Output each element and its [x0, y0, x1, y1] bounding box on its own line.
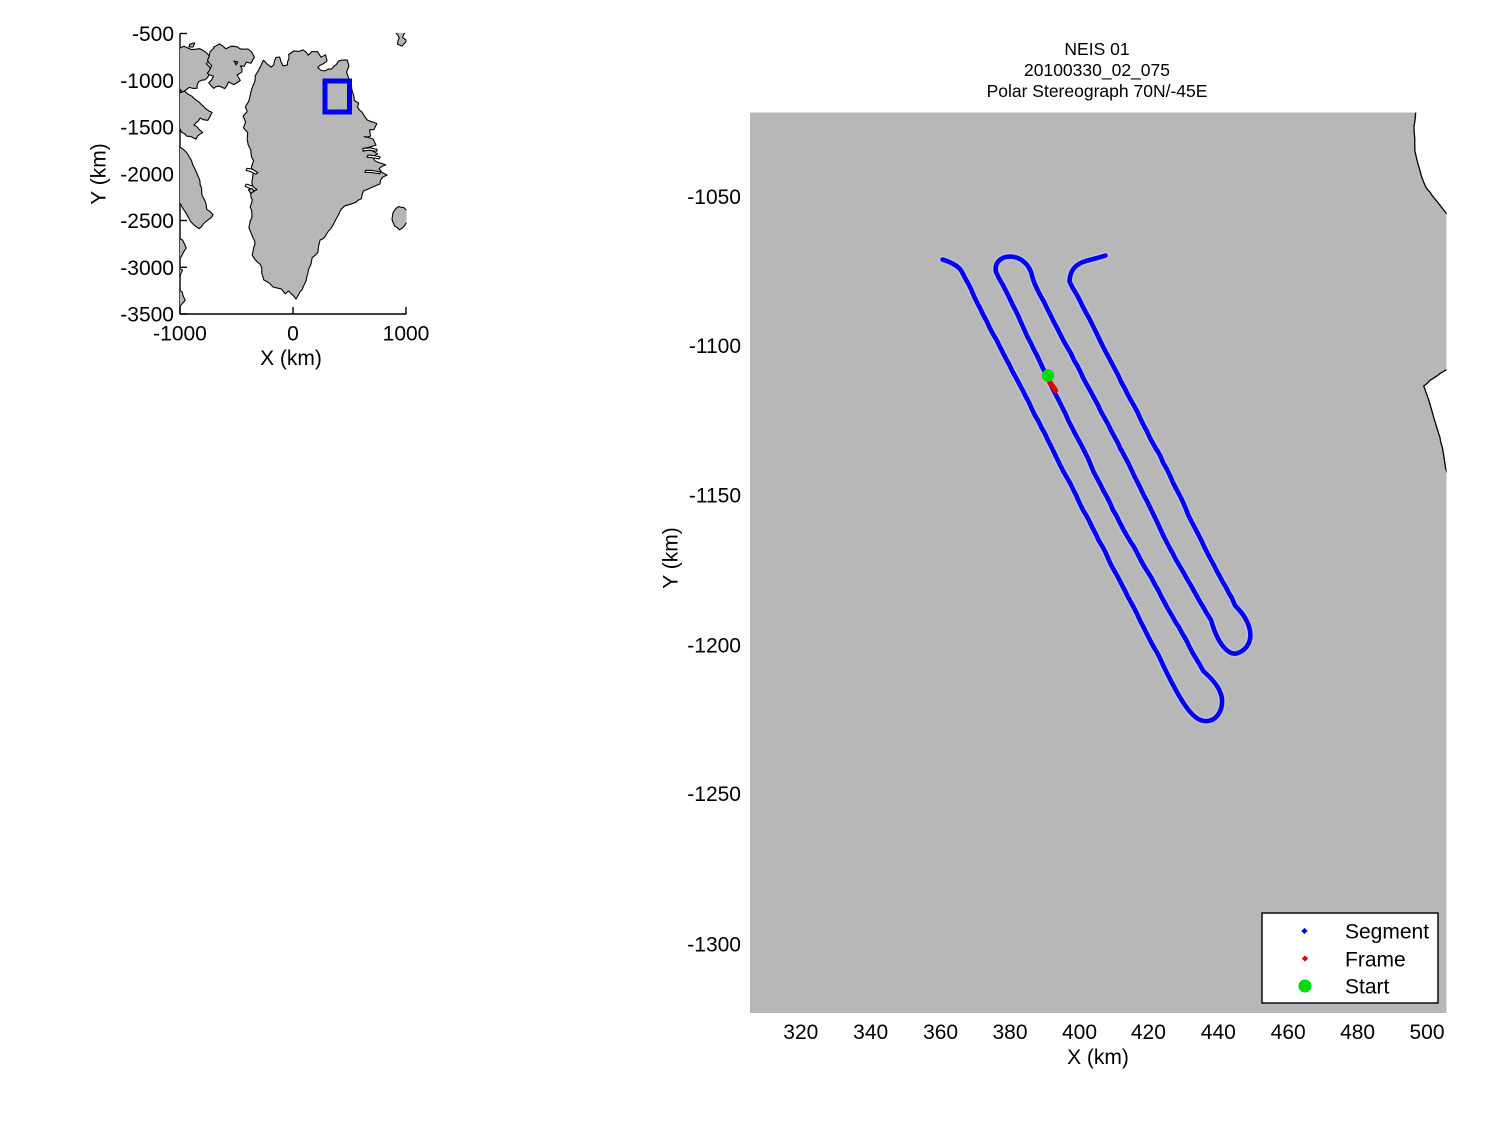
svg-text:0: 0: [287, 322, 299, 345]
svg-text:-3000: -3000: [120, 257, 174, 280]
svg-text:-500: -500: [132, 23, 174, 46]
svg-text:-2000: -2000: [120, 164, 174, 187]
svg-text:-1000: -1000: [120, 70, 174, 93]
svg-text:Start: Start: [1345, 976, 1390, 999]
svg-text:380: 380: [992, 1021, 1027, 1044]
svg-text:360: 360: [923, 1021, 958, 1044]
svg-text:Y (km): Y (km): [660, 527, 683, 588]
svg-text:440: 440: [1201, 1021, 1236, 1044]
svg-text:-1250: -1250: [687, 783, 741, 806]
svg-text:420: 420: [1131, 1021, 1166, 1044]
svg-text:400: 400: [1062, 1021, 1097, 1044]
svg-text:X (km): X (km): [260, 347, 322, 370]
svg-text:-1150: -1150: [689, 485, 741, 508]
svg-text:480: 480: [1340, 1021, 1375, 1044]
svg-text:-2500: -2500: [120, 210, 174, 233]
svg-text:460: 460: [1271, 1021, 1306, 1044]
svg-text:-1000: -1000: [153, 322, 207, 345]
svg-text:1000: 1000: [383, 322, 430, 345]
svg-text:-1050: -1050: [687, 186, 741, 209]
svg-text:-1100: -1100: [689, 335, 741, 358]
svg-text:-1200: -1200: [687, 634, 741, 657]
svg-text:320: 320: [783, 1021, 818, 1044]
svg-text:Y (km): Y (km): [88, 143, 111, 204]
svg-text:-1500: -1500: [120, 117, 174, 140]
svg-text:20100330_02_075: 20100330_02_075: [1024, 60, 1170, 81]
svg-text:Frame: Frame: [1345, 948, 1406, 971]
svg-text:340: 340: [853, 1021, 888, 1044]
svg-text:Segment: Segment: [1345, 921, 1429, 944]
svg-text:-1300: -1300: [687, 934, 741, 957]
svg-text:-3500: -3500: [120, 304, 174, 327]
svg-text:500: 500: [1409, 1021, 1444, 1044]
svg-text:Polar Stereograph 70N/-45E: Polar Stereograph 70N/-45E: [987, 81, 1208, 101]
svg-text:X (km): X (km): [1067, 1046, 1129, 1069]
svg-text:NEIS 01: NEIS 01: [1064, 39, 1129, 59]
